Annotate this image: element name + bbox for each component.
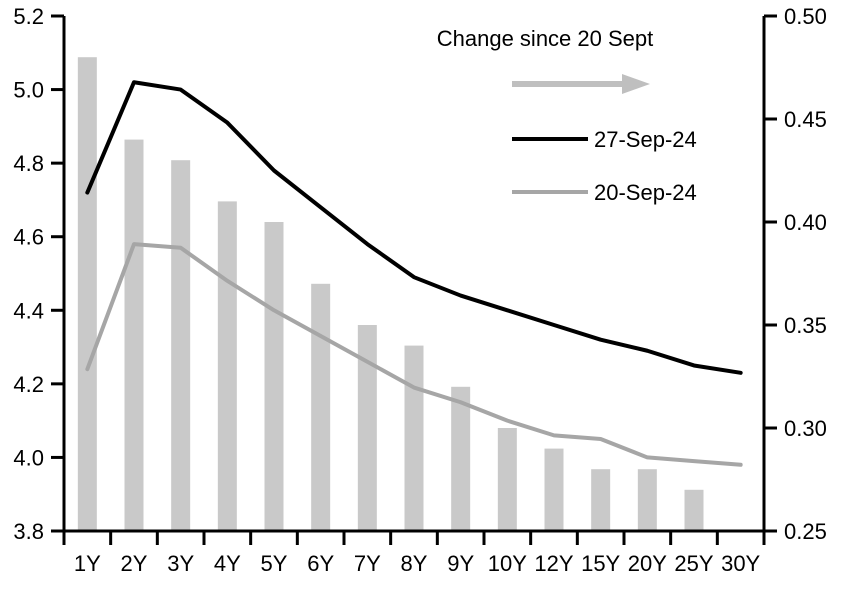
x-axis-category-label: 5Y	[261, 551, 288, 576]
bar	[264, 222, 284, 531]
legend-title: Change since 20 Sept	[437, 26, 654, 51]
x-axis-category-label: 4Y	[214, 551, 241, 576]
left-axis-tick-label: 3.8	[13, 519, 44, 544]
bar	[171, 160, 191, 531]
right-axis-tick-label: 0.25	[784, 519, 827, 544]
bar	[684, 489, 704, 531]
left-axis-tick-label: 4.0	[13, 445, 44, 470]
x-axis-category-label: 25Y	[674, 551, 713, 576]
line-27-sep-24	[85, 80, 743, 375]
bar	[77, 57, 97, 531]
x-axis-category-label: 6Y	[307, 551, 334, 576]
right-axis-tick-label: 0.30	[784, 416, 827, 441]
left-axis-tick-label: 5.2	[13, 4, 44, 29]
x-axis-category-label: 2Y	[121, 551, 148, 576]
bar	[311, 283, 331, 531]
legend-label: 27-Sep-24	[594, 127, 697, 152]
bar	[124, 139, 144, 531]
bar	[637, 469, 657, 531]
bar	[544, 448, 564, 531]
x-axis-category-label: 30Y	[721, 551, 760, 576]
legend-arrow-head	[622, 74, 650, 94]
x-axis-category-label: 1Y	[74, 551, 101, 576]
left-axis-tick-label: 4.4	[13, 298, 44, 323]
bar	[451, 386, 471, 531]
x-axis-category-label: 8Y	[401, 551, 428, 576]
legend	[512, 74, 650, 194]
x-axis-category-label: 7Y	[354, 551, 381, 576]
bar	[217, 201, 237, 531]
left-axis-tick-label: 4.8	[13, 151, 44, 176]
x-axis-category-label: 9Y	[447, 551, 474, 576]
bar	[357, 325, 377, 531]
legend-label: 20-Sep-24	[594, 180, 697, 205]
bar	[497, 428, 517, 531]
bar-series	[77, 57, 704, 531]
right-axis-tick-label: 0.45	[784, 107, 827, 132]
left-axis-tick-label: 5.0	[13, 78, 44, 103]
bar	[591, 469, 611, 531]
left-axis-tick-label: 4.6	[13, 225, 44, 250]
x-axis-category-label: 20Y	[628, 551, 667, 576]
right-axis-tick-label: 0.50	[784, 4, 827, 29]
x-axis-category-label: 10Y	[488, 551, 527, 576]
right-axis-tick-label: 0.40	[784, 210, 827, 235]
x-axis-category-label: 12Y	[534, 551, 573, 576]
bar	[404, 345, 424, 531]
x-axis-category-label: 15Y	[581, 551, 620, 576]
left-axis-tick-label: 4.2	[13, 372, 44, 397]
right-axis-tick-label: 0.35	[784, 313, 827, 338]
x-axis-category-label: 3Y	[167, 551, 194, 576]
line-20-sep-24	[85, 242, 743, 467]
